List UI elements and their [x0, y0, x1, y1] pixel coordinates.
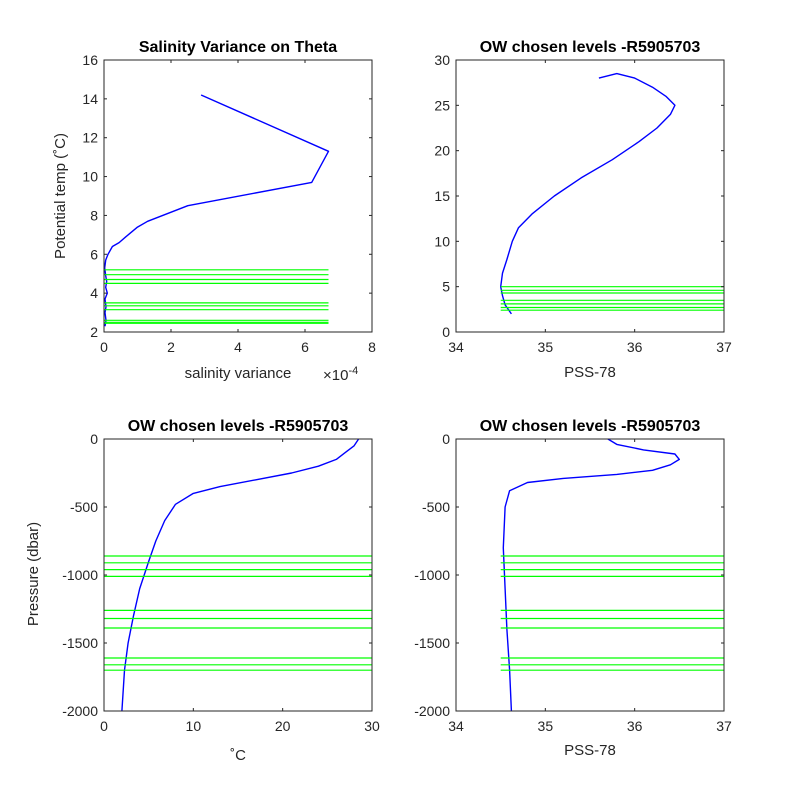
x-tick-label: 0 [100, 339, 108, 355]
chart-title: OW chosen levels -R5905703 [128, 418, 349, 435]
data-series-line [502, 438, 680, 712]
x-tick-label: 34 [448, 718, 464, 734]
y-tick-label: -500 [422, 499, 450, 515]
chart-title: OW chosen levels -R5905703 [480, 418, 701, 435]
x-tick-label: 36 [627, 718, 643, 734]
x-tick-label: 36 [627, 339, 643, 355]
y-tick-label: 8 [90, 207, 98, 223]
x-axis-exponent: ×10-4 [323, 365, 358, 384]
x-tick-label: 4 [234, 339, 242, 355]
y-axis-label: Potential temp (˚C) [52, 133, 69, 259]
x-axis-exponent-power: -4 [348, 365, 358, 377]
y-tick-label: 6 [90, 246, 98, 262]
x-tick-label: 37 [716, 339, 732, 355]
x-axis-label: PSS-78 [564, 364, 616, 381]
y-tick-label: 2 [90, 324, 98, 340]
y-axis-label: Pressure (dbar) [25, 522, 42, 626]
x-tick-label: 2 [167, 339, 175, 355]
x-tick-label: 37 [716, 718, 732, 734]
subplot-salinity-pressure: OW chosen levels -R5905703 PSS-78 34 35 36… [414, 418, 732, 759]
x-tick-label: 20 [275, 718, 291, 734]
y-tick-label: -1000 [62, 567, 98, 583]
y-tick-label: 0 [90, 431, 98, 447]
y-tick-label: -2000 [414, 703, 450, 719]
x-tick-label: 30 [364, 718, 380, 734]
x-tick-label: 35 [538, 339, 554, 355]
x-tick-label: 35 [538, 718, 554, 734]
y-tick-label: -1000 [414, 567, 450, 583]
subplot-temperature-pressure: OW chosen levels -R5905703 ˚C Pressure (… [25, 418, 380, 764]
x-tick-label: 10 [186, 718, 202, 734]
y-tick-label: -500 [70, 499, 98, 515]
y-tick-label: 12 [82, 130, 98, 146]
data-series-line [121, 438, 360, 712]
y-tick-label: -1500 [62, 635, 98, 651]
subplot-salinity-variance: Salinity Variance on Theta salinity vari… [52, 39, 376, 384]
x-axis-label: PSS-78 [564, 742, 616, 759]
y-tick-label: 15 [434, 188, 450, 204]
y-tick-label: 5 [442, 279, 450, 295]
y-tick-label: -2000 [62, 703, 98, 719]
y-tick-label: 10 [82, 169, 98, 185]
x-axis-exponent-base: ×10 [323, 367, 348, 384]
y-tick-label: 16 [82, 52, 98, 68]
data-series-line [500, 72, 676, 315]
y-tick-label: 30 [434, 52, 450, 68]
data-series-line [103, 94, 330, 327]
y-tick-label: 0 [442, 431, 450, 447]
y-tick-label: -1500 [414, 635, 450, 651]
y-tick-label: 0 [442, 324, 450, 340]
y-tick-label: 10 [434, 233, 450, 249]
y-tick-label: 20 [434, 143, 450, 159]
x-axis-label: ˚C [230, 747, 246, 764]
chart-title: Salinity Variance on Theta [139, 39, 337, 56]
x-axis-label: salinity variance [185, 365, 292, 382]
x-tick-label: 0 [100, 718, 108, 734]
x-tick-label: 6 [301, 339, 309, 355]
y-tick-label: 14 [82, 91, 98, 107]
x-tick-label: 8 [368, 339, 376, 355]
y-tick-label: 4 [90, 285, 98, 301]
x-tick-label: 34 [448, 339, 464, 355]
y-tick-label: 25 [434, 97, 450, 113]
subplot-salinity-theta: OW chosen levels -R5905703 PSS-78 34 35 36… [434, 39, 732, 381]
chart-title: OW chosen levels -R5905703 [480, 39, 701, 56]
